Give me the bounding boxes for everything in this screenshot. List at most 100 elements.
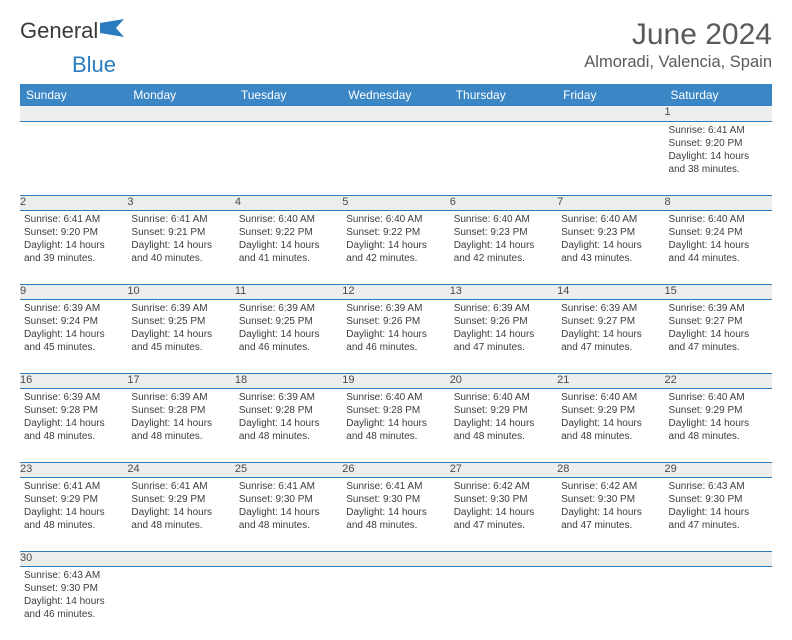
weekday-monday: Monday <box>127 84 234 106</box>
flag-icon <box>100 19 126 37</box>
daylight-line: Daylight: 14 hours and 45 minutes. <box>24 328 123 354</box>
daynum-row: 2345678 <box>20 195 772 210</box>
day-number-cell: 27 <box>450 462 557 477</box>
day-cell-content: Sunrise: 6:40 AMSunset: 9:29 PMDaylight:… <box>557 389 664 448</box>
sunset-line: Sunset: 9:28 PM <box>131 404 230 417</box>
day-number-cell: 4 <box>235 195 342 210</box>
daylight-line: Daylight: 14 hours and 46 minutes. <box>346 328 445 354</box>
day-number-cell: 1 <box>665 106 772 121</box>
day-number-cell: 25 <box>235 462 342 477</box>
sunrise-line: Sunrise: 6:41 AM <box>669 124 768 137</box>
brand-part2: Blue <box>72 52 116 77</box>
sunset-line: Sunset: 9:30 PM <box>346 493 445 506</box>
day-number-cell: 22 <box>665 373 772 388</box>
day-cell: Sunrise: 6:39 AMSunset: 9:28 PMDaylight:… <box>235 388 342 462</box>
day-number-cell: 18 <box>235 373 342 388</box>
sunrise-line: Sunrise: 6:42 AM <box>561 480 660 493</box>
day-number-cell <box>235 106 342 121</box>
day-cell-content: Sunrise: 6:40 AMSunset: 9:22 PMDaylight:… <box>342 211 449 270</box>
weekday-sunday: Sunday <box>20 84 127 106</box>
day-cell: Sunrise: 6:40 AMSunset: 9:22 PMDaylight:… <box>235 210 342 284</box>
day-number-cell <box>557 551 664 566</box>
day-cell: Sunrise: 6:41 AMSunset: 9:30 PMDaylight:… <box>342 477 449 551</box>
day-cell: Sunrise: 6:39 AMSunset: 9:28 PMDaylight:… <box>127 388 234 462</box>
daylight-line: Daylight: 14 hours and 40 minutes. <box>131 239 230 265</box>
sunrise-line: Sunrise: 6:40 AM <box>669 391 768 404</box>
daylight-line: Daylight: 14 hours and 48 minutes. <box>346 417 445 443</box>
day-number-cell: 30 <box>20 551 127 566</box>
day-cell: Sunrise: 6:39 AMSunset: 9:27 PMDaylight:… <box>665 299 772 373</box>
sunrise-line: Sunrise: 6:41 AM <box>239 480 338 493</box>
sunrise-line: Sunrise: 6:41 AM <box>346 480 445 493</box>
sunset-line: Sunset: 9:30 PM <box>454 493 553 506</box>
daylight-line: Daylight: 14 hours and 47 minutes. <box>454 506 553 532</box>
day-number-cell: 29 <box>665 462 772 477</box>
day-cell-content: Sunrise: 6:41 AMSunset: 9:30 PMDaylight:… <box>235 478 342 537</box>
day-number-cell <box>450 106 557 121</box>
weekday-saturday: Saturday <box>665 84 772 106</box>
day-cell-content: Sunrise: 6:39 AMSunset: 9:28 PMDaylight:… <box>127 389 234 448</box>
day-cell-content: Sunrise: 6:39 AMSunset: 9:26 PMDaylight:… <box>342 300 449 359</box>
day-number-cell: 21 <box>557 373 664 388</box>
day-number-cell <box>342 551 449 566</box>
day-number-cell: 20 <box>450 373 557 388</box>
day-cell-content: Sunrise: 6:41 AMSunset: 9:29 PMDaylight:… <box>127 478 234 537</box>
day-number-cell: 6 <box>450 195 557 210</box>
day-cell <box>557 121 664 195</box>
sunset-line: Sunset: 9:21 PM <box>131 226 230 239</box>
day-number-cell: 15 <box>665 284 772 299</box>
day-cell: Sunrise: 6:42 AMSunset: 9:30 PMDaylight:… <box>557 477 664 551</box>
day-number-cell <box>235 551 342 566</box>
day-cell: Sunrise: 6:41 AMSunset: 9:21 PMDaylight:… <box>127 210 234 284</box>
day-number-cell: 26 <box>342 462 449 477</box>
daylight-line: Daylight: 14 hours and 48 minutes. <box>346 506 445 532</box>
day-number-cell: 10 <box>127 284 234 299</box>
day-cell: Sunrise: 6:39 AMSunset: 9:26 PMDaylight:… <box>342 299 449 373</box>
sunset-line: Sunset: 9:20 PM <box>24 226 123 239</box>
day-cell-content: Sunrise: 6:39 AMSunset: 9:24 PMDaylight:… <box>20 300 127 359</box>
day-number-cell: 11 <box>235 284 342 299</box>
day-cell: Sunrise: 6:39 AMSunset: 9:26 PMDaylight:… <box>450 299 557 373</box>
sunrise-line: Sunrise: 6:41 AM <box>24 480 123 493</box>
day-cell-content: Sunrise: 6:39 AMSunset: 9:28 PMDaylight:… <box>235 389 342 448</box>
sunset-line: Sunset: 9:27 PM <box>561 315 660 328</box>
day-cell-content: Sunrise: 6:40 AMSunset: 9:23 PMDaylight:… <box>557 211 664 270</box>
daylight-line: Daylight: 14 hours and 39 minutes. <box>24 239 123 265</box>
day-cell-content: Sunrise: 6:40 AMSunset: 9:28 PMDaylight:… <box>342 389 449 448</box>
day-cell <box>127 121 234 195</box>
day-cell <box>235 121 342 195</box>
day-number-cell: 7 <box>557 195 664 210</box>
daylight-line: Daylight: 14 hours and 47 minutes. <box>561 506 660 532</box>
daylight-line: Daylight: 14 hours and 45 minutes. <box>131 328 230 354</box>
sunrise-line: Sunrise: 6:40 AM <box>239 213 338 226</box>
daylight-line: Daylight: 14 hours and 43 minutes. <box>561 239 660 265</box>
day-cell-content: Sunrise: 6:40 AMSunset: 9:29 PMDaylight:… <box>665 389 772 448</box>
day-cell-content: Sunrise: 6:40 AMSunset: 9:22 PMDaylight:… <box>235 211 342 270</box>
content-row: Sunrise: 6:41 AMSunset: 9:20 PMDaylight:… <box>20 210 772 284</box>
sunrise-line: Sunrise: 6:39 AM <box>239 302 338 315</box>
sunset-line: Sunset: 9:27 PM <box>669 315 768 328</box>
day-cell: Sunrise: 6:39 AMSunset: 9:27 PMDaylight:… <box>557 299 664 373</box>
daynum-row: 1 <box>20 106 772 121</box>
day-cell: Sunrise: 6:39 AMSunset: 9:24 PMDaylight:… <box>20 299 127 373</box>
sunrise-line: Sunrise: 6:43 AM <box>669 480 768 493</box>
month-title: June 2024 <box>584 18 772 51</box>
daylight-line: Daylight: 14 hours and 48 minutes. <box>239 417 338 443</box>
sunset-line: Sunset: 9:23 PM <box>561 226 660 239</box>
day-cell: Sunrise: 6:39 AMSunset: 9:25 PMDaylight:… <box>235 299 342 373</box>
sunrise-line: Sunrise: 6:40 AM <box>346 213 445 226</box>
day-cell <box>665 566 772 640</box>
sunrise-line: Sunrise: 6:41 AM <box>24 213 123 226</box>
day-cell-content: Sunrise: 6:41 AMSunset: 9:21 PMDaylight:… <box>127 211 234 270</box>
daylight-line: Daylight: 14 hours and 48 minutes. <box>669 417 768 443</box>
sunset-line: Sunset: 9:30 PM <box>239 493 338 506</box>
day-cell-content: Sunrise: 6:41 AMSunset: 9:20 PMDaylight:… <box>665 122 772 181</box>
day-cell: Sunrise: 6:41 AMSunset: 9:29 PMDaylight:… <box>127 477 234 551</box>
daylight-line: Daylight: 14 hours and 42 minutes. <box>346 239 445 265</box>
day-number-cell: 14 <box>557 284 664 299</box>
day-cell <box>450 121 557 195</box>
location: Almoradi, Valencia, Spain <box>584 53 772 72</box>
day-cell-content: Sunrise: 6:40 AMSunset: 9:23 PMDaylight:… <box>450 211 557 270</box>
sunrise-line: Sunrise: 6:41 AM <box>131 213 230 226</box>
sunset-line: Sunset: 9:30 PM <box>561 493 660 506</box>
